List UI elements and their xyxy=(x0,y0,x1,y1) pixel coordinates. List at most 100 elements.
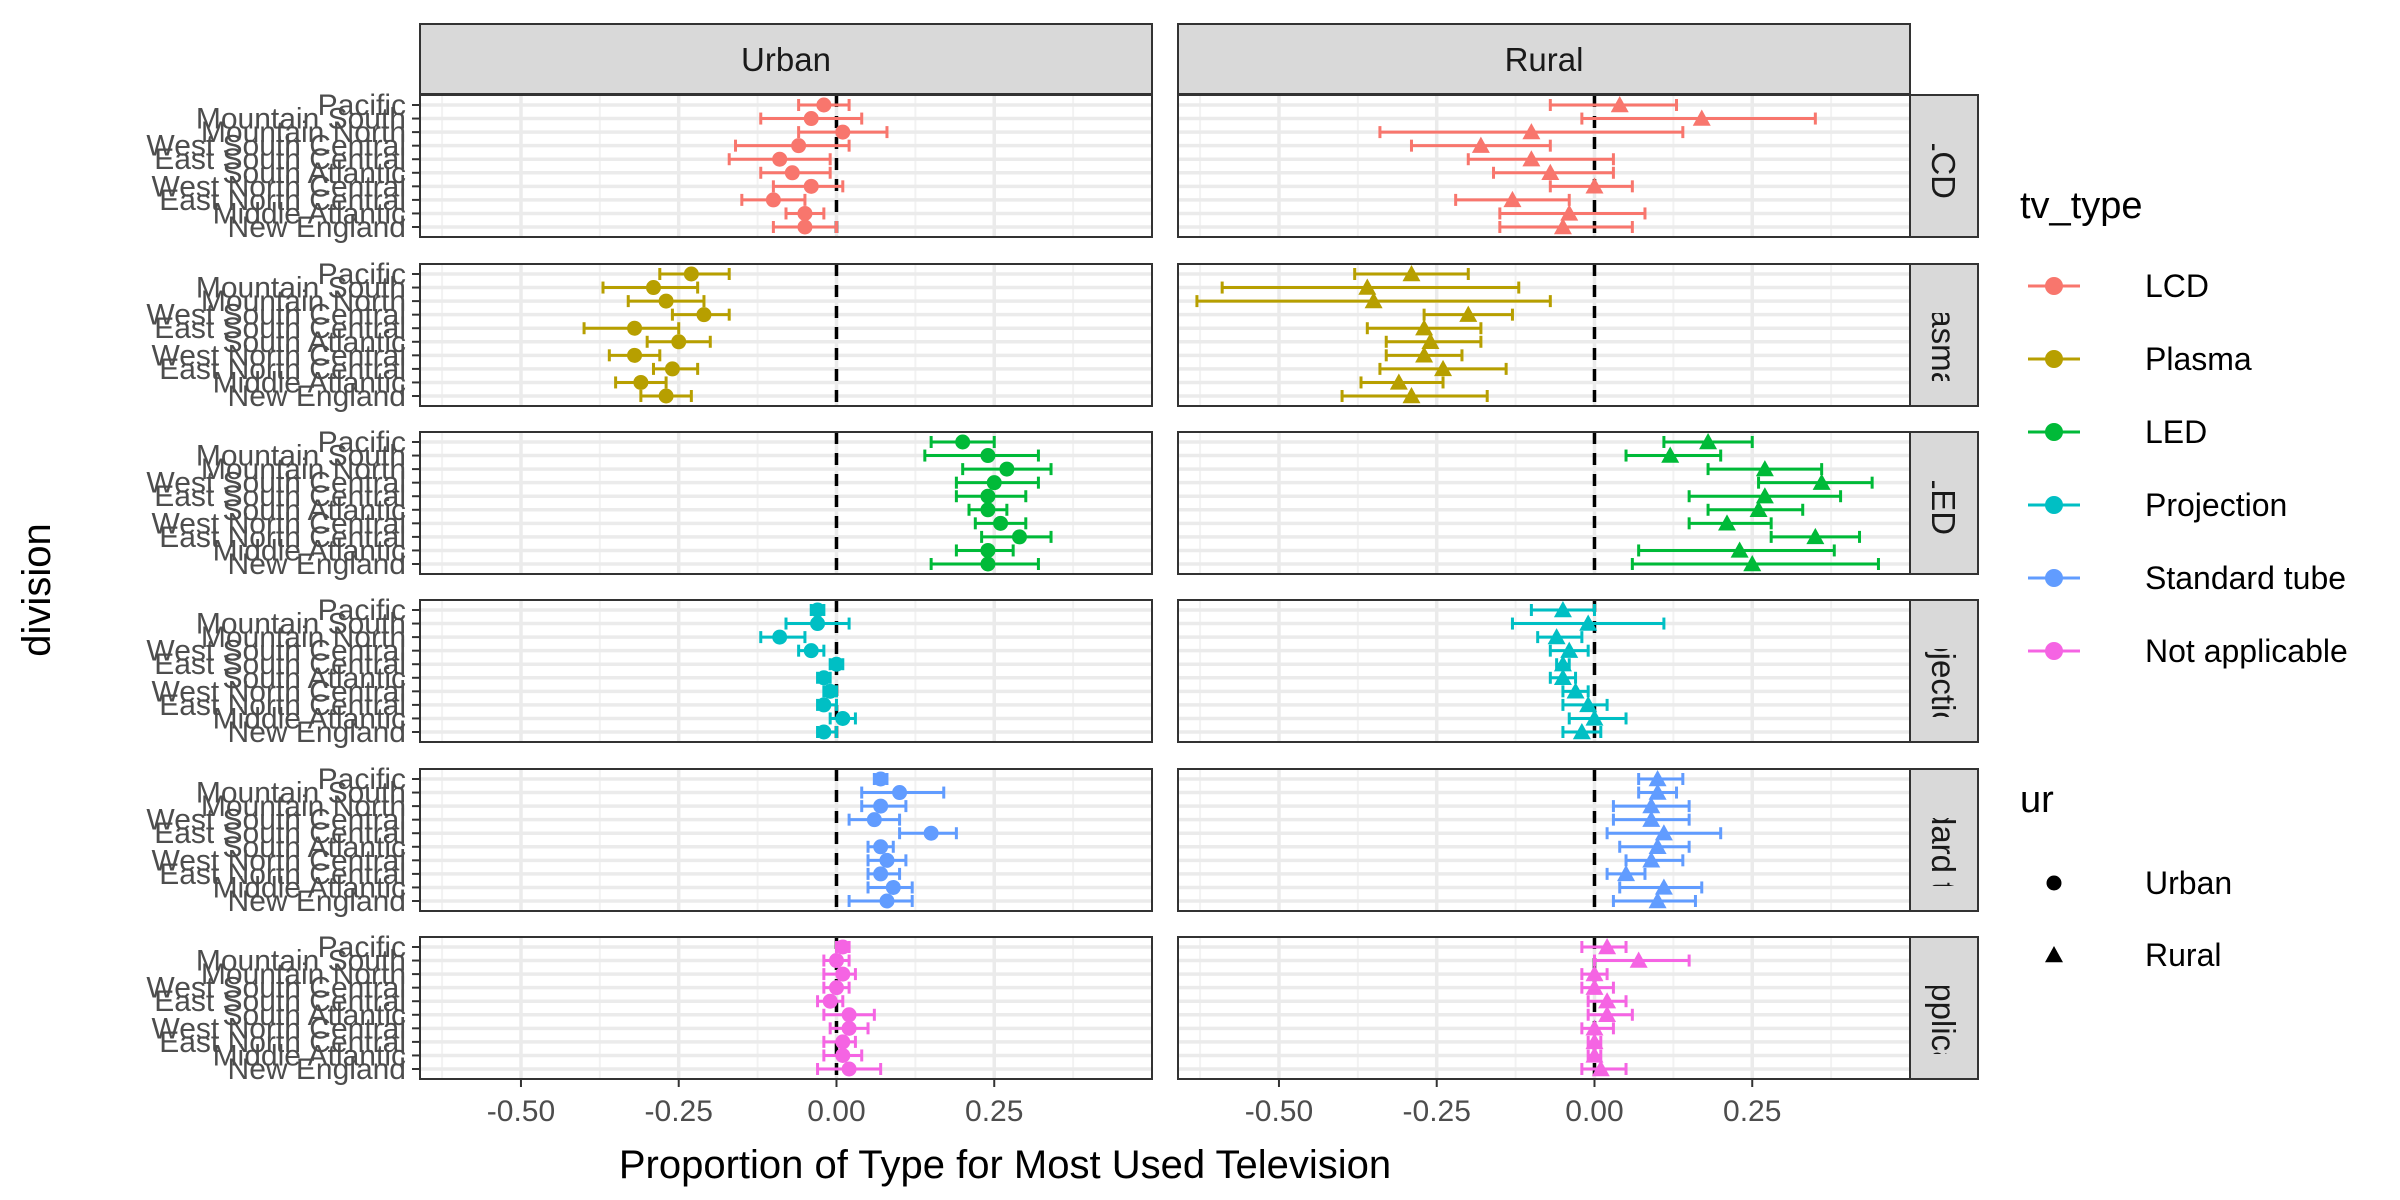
data-point-east-north-central xyxy=(1011,529,1027,545)
y-tick-label-east-north-central: East North Central xyxy=(159,858,406,891)
y-tick-label-pacific: Pacific xyxy=(318,89,406,122)
data-point-pacific xyxy=(1402,265,1421,282)
data-point-pacific xyxy=(835,939,851,955)
panel-border xyxy=(1177,94,1911,238)
panel-border xyxy=(419,599,1153,743)
data-point-west-north-central xyxy=(627,347,643,363)
y-tick-label-east-north-central: East North Central xyxy=(159,521,406,554)
legend-key-dot xyxy=(2045,350,2063,368)
data-point-mountain-north xyxy=(1642,797,1661,814)
data-point-middle-atlantic xyxy=(1585,709,1604,726)
panel-projection-rural xyxy=(1177,599,1911,743)
data-point-pacific xyxy=(683,266,699,282)
data-point-south-atlantic xyxy=(980,502,996,518)
data-point-south-atlantic xyxy=(1553,668,1572,685)
data-point-west-north-central xyxy=(879,852,895,868)
y-tick-label-west-south-central: West South Central xyxy=(146,130,406,163)
data-point-middle-atlantic xyxy=(980,542,996,558)
y-tick-label-east-north-central: East North Central xyxy=(159,1026,406,1059)
legend-title-ur: ur xyxy=(2020,779,2054,821)
x-tick-label: -0.25 xyxy=(645,1095,713,1128)
data-point-mountain-south xyxy=(980,448,996,464)
data-point-new-england xyxy=(1591,1060,1610,1077)
data-point-middle-atlantic xyxy=(1585,1046,1604,1063)
y-tick-label-west-south-central: West South Central xyxy=(146,635,406,668)
facet-panels: Urban Rural -0.50 -0.25 0.00 0.25 -0.50 -0.25 0.… xyxy=(146,23,1979,1128)
data-point-new-england xyxy=(1572,723,1591,740)
data-point-east-south-central xyxy=(1522,150,1541,167)
legend-key-circle xyxy=(2046,875,2062,891)
y-tick-label-east-north-central: East North Central xyxy=(159,353,406,386)
y-tick-label-mountain-south: Mountain South xyxy=(196,440,406,473)
data-point-middle-atlantic xyxy=(835,710,851,726)
panel-standard-tube-urban xyxy=(419,768,1153,912)
legend-item-standard-tube: Standard tube xyxy=(2145,560,2346,596)
panel-background xyxy=(1178,432,1910,574)
y-tick-label-mountain-south: Mountain South xyxy=(196,608,406,641)
data-point-mountain-north xyxy=(1755,460,1774,477)
data-point-south-atlantic xyxy=(841,1007,857,1023)
y-tick-label-west-north-central: West North Central xyxy=(151,1012,406,1045)
row-strip-label: Plasma xyxy=(1925,280,1962,391)
data-point-middle-atlantic xyxy=(885,879,901,895)
data-point-south-atlantic xyxy=(1541,163,1560,180)
y-tick-label-mountain-north: Mountain North xyxy=(201,116,406,149)
panel-border xyxy=(419,936,1153,1080)
panel-background xyxy=(1178,264,1910,406)
data-point-west-south-central xyxy=(1459,305,1478,322)
x-tick-label: -0.25 xyxy=(1403,1095,1471,1128)
data-point-west-north-central xyxy=(1718,514,1736,531)
data-point-middle-atlantic xyxy=(1560,204,1579,221)
y-tick-label-west-north-central: West North Central xyxy=(151,170,406,203)
data-point-west-south-central xyxy=(1642,810,1661,827)
panel-border xyxy=(419,768,1153,912)
data-point-mountain-south xyxy=(645,280,661,296)
data-point-east-south-central xyxy=(822,993,838,1009)
x-tick-label: 0.25 xyxy=(1723,1095,1781,1128)
y-tick-label-west-south-central: West South Central xyxy=(146,804,406,837)
y-tick-label-east-north-central: East North Central xyxy=(159,184,406,217)
y-tick-label-west-north-central: West North Central xyxy=(151,339,406,372)
y-tick-label-middle-atlantic: Middle Atlantic xyxy=(213,871,406,904)
y-tick-label-middle-atlantic: Middle Atlantic xyxy=(213,534,406,567)
data-point-mountain-north xyxy=(873,798,889,814)
panel-border xyxy=(1177,936,1911,1080)
data-point-mountain-north xyxy=(772,629,788,645)
row-strip-label: LCD xyxy=(1925,133,1962,199)
data-point-middle-atlantic xyxy=(1730,541,1749,558)
legend-key-dot xyxy=(2045,496,2063,514)
panel-background xyxy=(1178,600,1910,742)
y-tick-label-new-england: New England xyxy=(228,885,406,918)
legend-item-projection: Projection xyxy=(2145,487,2287,523)
data-point-west-north-central xyxy=(1642,851,1661,868)
y-tick-label-pacific: Pacific xyxy=(318,426,406,459)
row-strip-label: Projectior xyxy=(1925,601,1962,740)
y-axis-title: division xyxy=(15,523,59,656)
data-point-west-north-central xyxy=(993,515,1009,531)
data-point-middle-atlantic xyxy=(1389,373,1408,390)
data-point-mountain-south xyxy=(1358,278,1377,295)
data-point-middle-atlantic xyxy=(835,1047,851,1063)
panel-background xyxy=(1178,937,1910,1079)
y-tick-label-west-south-central: West South Central xyxy=(146,972,406,1005)
col-strip-label: Urban xyxy=(741,41,831,78)
y-tick-label-pacific: Pacific xyxy=(318,594,406,627)
data-point-west-south-central xyxy=(803,643,819,659)
data-point-east-south-central xyxy=(980,488,996,504)
data-point-east-north-central xyxy=(664,361,680,377)
data-point-south-atlantic xyxy=(1421,332,1440,349)
data-point-east-north-central xyxy=(1585,1032,1604,1050)
y-tick-label-mountain-south: Mountain South xyxy=(196,272,406,305)
data-point-middle-atlantic xyxy=(797,205,813,221)
data-point-pacific xyxy=(1598,938,1617,955)
data-point-new-england xyxy=(980,556,996,572)
col-strip-rural xyxy=(1177,23,1911,95)
y-tick-label-middle-atlantic: Middle Atlantic xyxy=(213,1039,406,1072)
y-tick-label-east-south-central: East South Central xyxy=(154,985,406,1018)
data-point-east-north-central xyxy=(1617,864,1636,882)
data-point-east-south-central xyxy=(1654,824,1673,841)
y-tick-label-east-north-central: East North Central xyxy=(159,689,406,722)
y-tick-label-west-north-central: West North Central xyxy=(151,675,406,708)
data-point-east-north-central xyxy=(1434,359,1453,377)
data-point-mountain-south xyxy=(1692,109,1711,126)
